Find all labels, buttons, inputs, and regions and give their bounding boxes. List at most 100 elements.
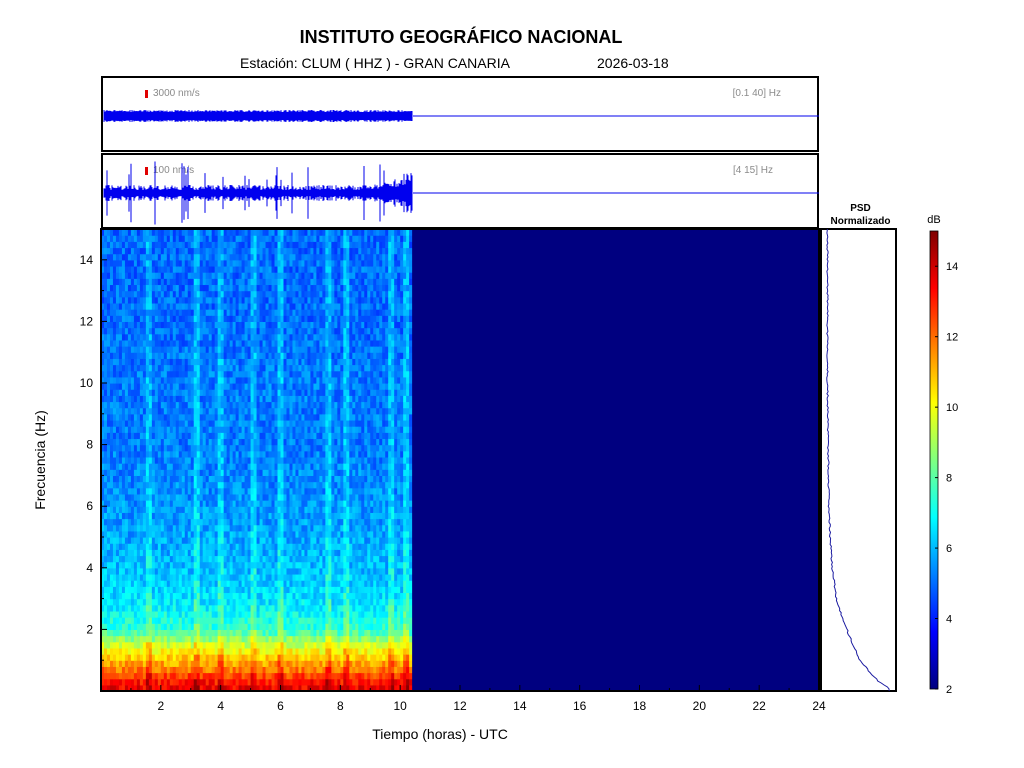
spectrogram-cell (157, 463, 162, 470)
spectrogram-cell (154, 364, 159, 372)
spectrogram-cell (202, 321, 207, 329)
spectrogram-cell (115, 296, 120, 304)
spectrogram-cell (175, 426, 180, 433)
spectrogram-cell (109, 278, 114, 286)
spectrogram-cell (169, 463, 174, 470)
spectrogram-cell (286, 487, 291, 495)
spectrogram-cell (127, 376, 132, 384)
spectrogram-cell (154, 395, 159, 403)
spectrogram-cell (283, 512, 288, 520)
spectrogram-cell (202, 438, 207, 446)
spectrogram-cell (238, 456, 243, 464)
spectrogram-cell (259, 407, 264, 415)
spectrogram-cell (184, 512, 189, 520)
spectrogram-cell (145, 561, 150, 569)
spectrogram-cell (196, 364, 201, 372)
spectrogram-cell (229, 487, 234, 495)
spectrogram-cell (262, 500, 267, 507)
spectrogram-cell (136, 623, 141, 630)
spectrogram-cell (121, 537, 126, 544)
spectrogram-cell (109, 678, 114, 686)
spectrogram-cell (211, 567, 216, 575)
spectrogram-cell (175, 419, 180, 427)
spectrogram-cell (235, 493, 240, 501)
spectrogram-cell (295, 684, 300, 692)
spectrogram-cell (253, 235, 258, 242)
spectrogram-cell (241, 647, 246, 655)
spectrogram-cell (283, 469, 288, 476)
spectrogram-cell (292, 432, 297, 440)
spectrogram-cell (298, 530, 303, 538)
spectrogram-cell (292, 512, 297, 520)
spectrogram-cell (289, 604, 294, 612)
spectrogram-cell (238, 302, 243, 310)
spectrogram-cell (127, 296, 132, 304)
spectrogram-cell (109, 407, 114, 415)
spectrogram-cell (295, 456, 300, 464)
spectrogram-cell (130, 265, 135, 273)
spectrogram-cell (175, 247, 180, 255)
spectrogram-cell (280, 666, 285, 674)
spectrogram-cell (124, 296, 129, 304)
spectrogram-cell (163, 481, 168, 489)
spectrogram-cell (253, 592, 258, 600)
spectrogram-cell (295, 265, 300, 273)
spectrogram-cell (133, 315, 138, 322)
spectrogram-cell (295, 623, 300, 630)
spectrogram-cell (286, 567, 291, 575)
spectrogram-cell (259, 549, 264, 557)
spectrogram-cell (220, 401, 225, 409)
spectrogram-cell (166, 395, 171, 403)
spectrogram-cell (133, 641, 138, 649)
spectrogram-cell (130, 339, 135, 347)
spectrogram-cell (157, 309, 162, 316)
spectrogram-cell (121, 333, 126, 341)
spectrogram-cell (196, 549, 201, 557)
spectrogram-cell (232, 592, 237, 600)
spectrogram-cell (136, 647, 141, 655)
spectrogram-cell (277, 327, 282, 335)
spectrogram-cell (136, 413, 141, 421)
spectrogram-cell (250, 641, 255, 649)
spectrogram-cell (181, 678, 186, 686)
spectrogram-cell (265, 567, 270, 575)
spectrogram-cell (109, 549, 114, 557)
spectrogram-cell (223, 598, 228, 606)
spectrogram-cell (280, 555, 285, 563)
spectrogram-cell (136, 321, 141, 329)
spectrogram-cell (109, 469, 114, 476)
spectrogram-cell (199, 487, 204, 495)
spectrogram-cell (253, 555, 258, 563)
spectrogram-cell (223, 265, 228, 273)
spectrogram-cell (271, 370, 276, 378)
spectrogram-cell (175, 623, 180, 630)
spectrogram-cell (127, 278, 132, 286)
spectrogram-cell (101, 401, 105, 409)
spectrogram-cell (163, 265, 168, 273)
spectrogram-cell (196, 296, 201, 304)
spectrogram-cell (229, 592, 234, 600)
spectrogram-cell (145, 339, 150, 347)
spectrogram-cell (145, 413, 150, 421)
spectrogram-cell (265, 247, 270, 255)
spectrogram-cell (241, 617, 246, 624)
spectrogram-cell (289, 290, 294, 298)
spectrogram-cell (292, 604, 297, 612)
spectrogram-cell (109, 475, 114, 483)
spectrogram-cell (196, 543, 201, 550)
spectrogram-cell (121, 617, 126, 624)
spectrogram-cell (271, 395, 276, 403)
spectrogram-cell (250, 598, 255, 606)
spectrogram-cell (109, 426, 114, 433)
spectrogram-cell (142, 530, 147, 538)
spectrogram-cell (244, 647, 249, 655)
spectrogram-cell (181, 604, 186, 612)
spectrogram-cell (166, 438, 171, 446)
spectrogram-cell (193, 315, 198, 322)
spectrogram-cell (271, 487, 276, 495)
spectrogram-cell (247, 376, 252, 384)
spectrogram-cell (112, 419, 117, 427)
spectrogram-cell (217, 512, 222, 520)
spectrogram-cell (247, 506, 252, 513)
spectrogram-cell (193, 241, 198, 249)
